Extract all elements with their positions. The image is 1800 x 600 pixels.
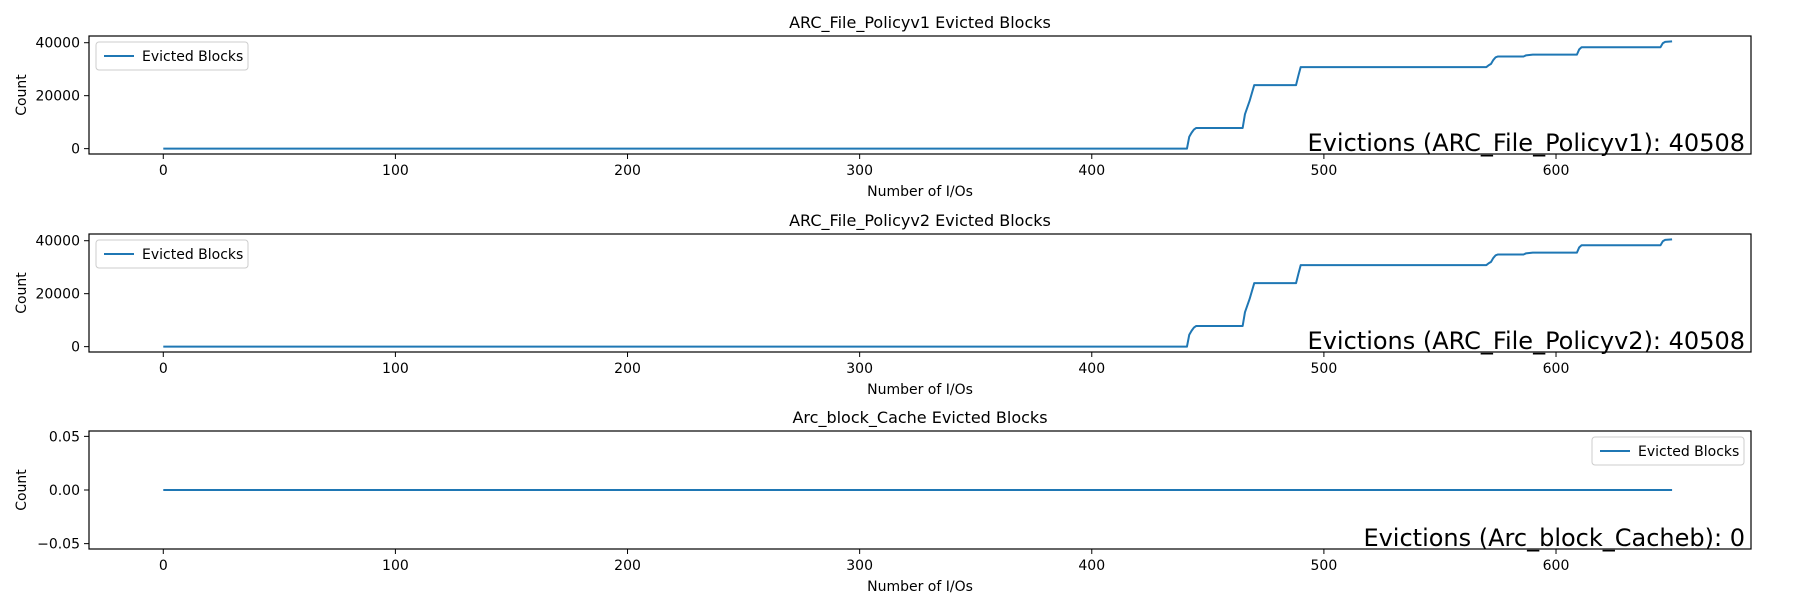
x-tick-label: 300 [846,558,873,574]
axes-frame [88,35,1752,155]
legend-box [95,41,249,71]
x-tick-label: 0 [159,361,168,377]
y-axis-label: Count [14,272,30,314]
x-tick-label: 600 [1543,558,1570,574]
x-axis-label: Number of I/Os [867,382,973,398]
evictions-annotation: Evictions (ARC_File_Policyv2): 40508 [1308,327,1745,355]
x-tick-label: 600 [1543,163,1570,179]
x-tick-label: 400 [1078,163,1105,179]
y-tick-label: 0 [71,142,80,158]
y-tick-label: 20000 [35,287,80,303]
x-tick-label: 200 [614,163,641,179]
chart-title: ARC_File_Policyv1 Evicted Blocks [789,13,1051,33]
x-tick-label: 300 [846,361,873,377]
y-tick-label: 20000 [35,89,80,105]
x-tick-label: 200 [614,558,641,574]
x-axis-label: Number of I/Os [867,184,973,200]
x-tick-label: 100 [382,163,409,179]
legend-label: Evicted Blocks [142,247,243,263]
series-line-0 [163,40,1673,150]
x-tick-label: 500 [1311,558,1338,574]
series-line-0 [163,238,1673,348]
x-tick-label: 500 [1311,361,1338,377]
chart-title: Arc_block_Cache Evicted Blocks [792,408,1047,428]
x-tick-label: 400 [1078,361,1105,377]
evictions-annotation: Evictions (Arc_block_Cacheb): 0 [1363,524,1745,552]
x-tick-label: 0 [159,163,168,179]
y-tick-label: 0 [71,340,80,356]
x-tick-label: 400 [1078,558,1105,574]
y-axis-label: Count [14,74,30,116]
evictions-annotation: Evictions (ARC_File_Policyv1): 40508 [1308,129,1745,157]
x-tick-label: 500 [1311,163,1338,179]
x-tick-label: 100 [382,558,409,574]
y-tick-label: 40000 [35,234,80,250]
axes-frame [88,233,1752,353]
legend-label: Evicted Blocks [142,49,243,65]
legend-label: Evicted Blocks [1638,444,1739,460]
y-tick-label: −0.05 [37,537,80,553]
legend-box [95,239,249,269]
y-tick-label: 0.00 [49,483,80,499]
y-tick-label: 40000 [35,36,80,52]
chart-title: ARC_File_Policyv2 Evicted Blocks [789,211,1051,231]
x-tick-label: 100 [382,361,409,377]
x-tick-label: 200 [614,361,641,377]
y-tick-label: 0.05 [49,429,80,445]
legend-box [1591,436,1745,466]
y-axis-label: Count [14,469,30,511]
x-tick-label: 300 [846,163,873,179]
x-tick-label: 0 [159,558,168,574]
x-axis-label: Number of I/Os [867,579,973,595]
x-tick-label: 600 [1543,361,1570,377]
